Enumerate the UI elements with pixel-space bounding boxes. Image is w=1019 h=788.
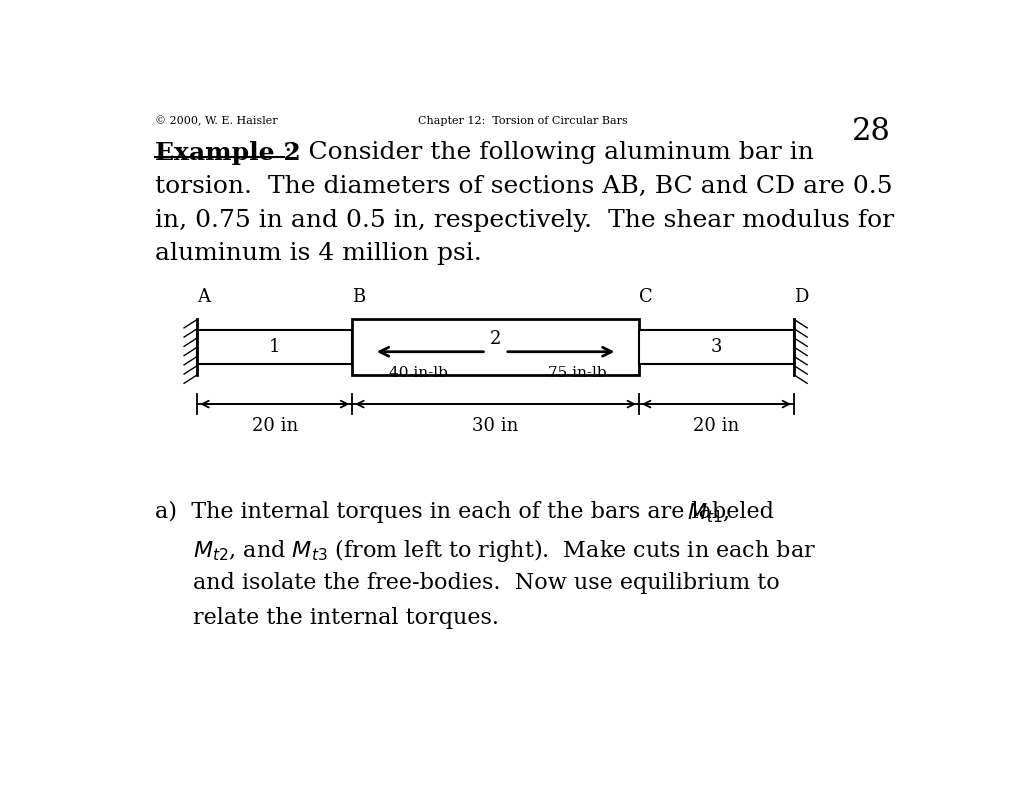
Bar [638, 330, 793, 364]
Text: 2: 2 [489, 330, 500, 348]
Text: aluminum is 4 million psi.: aluminum is 4 million psi. [155, 243, 481, 266]
Text: 3: 3 [710, 338, 721, 356]
Text: torsion.  The diameters of sections AB, BC and CD are 0.5: torsion. The diameters of sections AB, B… [155, 175, 892, 198]
Text: Chapter 12:  Torsion of Circular Bars: Chapter 12: Torsion of Circular Bars [418, 116, 627, 126]
Text: 20 in: 20 in [252, 417, 298, 435]
Text: A: A [197, 288, 210, 306]
Text: Example 2: Example 2 [155, 141, 300, 165]
Text: $M_{t2}$, and $M_{t3}$ (from left to right).  Make cuts in each bar: $M_{t2}$, and $M_{t3}$ (from left to rig… [194, 537, 815, 563]
Text: 30 in: 30 in [472, 417, 519, 435]
Text: 28: 28 [851, 116, 890, 147]
Text: relate the internal torques.: relate the internal torques. [194, 608, 499, 630]
Text: C: C [638, 288, 652, 306]
Text: 1: 1 [269, 338, 280, 356]
Bar [197, 330, 352, 364]
Text: 75 in-lb: 75 in-lb [547, 366, 605, 380]
Text: B: B [352, 288, 365, 306]
Text: a)  The internal torques in each of the bars are labeled: a) The internal torques in each of the b… [155, 501, 780, 523]
Text: and isolate the free-bodies.  Now use equilibrium to: and isolate the free-bodies. Now use equ… [194, 572, 780, 594]
Text: $M_{t1}$,: $M_{t1}$, [687, 501, 729, 525]
Text: 40 in-lb: 40 in-lb [388, 366, 447, 380]
Text: in, 0.75 in and 0.5 in, respectively.  The shear modulus for: in, 0.75 in and 0.5 in, respectively. Th… [155, 209, 893, 232]
Text: 20 in: 20 in [693, 417, 739, 435]
Bar [352, 319, 638, 375]
Text: © 2000, W. E. Haisler: © 2000, W. E. Haisler [155, 116, 277, 127]
Text: :  Consider the following aluminum bar in: : Consider the following aluminum bar in [283, 141, 813, 164]
Text: D: D [793, 288, 808, 306]
